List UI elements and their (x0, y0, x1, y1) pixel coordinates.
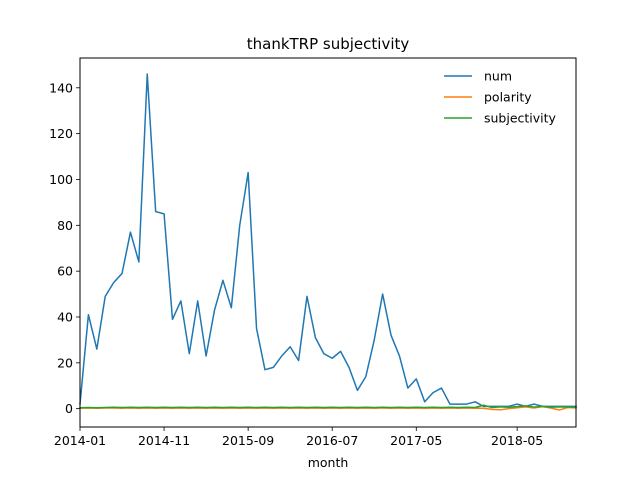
y-tick-label: 60 (57, 264, 73, 279)
legend-label-num: num (484, 69, 512, 84)
x-tick-label: 2014-01 (54, 433, 106, 448)
axes-frame (79, 57, 577, 428)
x-tick-label: 2014-11 (138, 433, 190, 448)
y-tick-label: 120 (49, 126, 73, 141)
y-tick-label: 40 (57, 309, 73, 324)
x-tick-label: 2017-05 (390, 433, 442, 448)
x-axis-title: month (308, 455, 349, 470)
chart-title: thankTRP subjectivity (247, 35, 410, 53)
x-tick-label: 2018-05 (491, 433, 543, 448)
legend-label-subjectivity: subjectivity (484, 111, 557, 126)
y-tick-label: 0 (65, 401, 73, 416)
y-tick-label: 100 (49, 172, 73, 187)
y-tick-label: 20 (57, 355, 73, 370)
x-tick-label: 2015-09 (222, 433, 274, 448)
x-tick-label: 2016-07 (306, 433, 358, 448)
series-line-num (79, 73, 577, 408)
legend-label-polarity: polarity (484, 90, 532, 105)
y-tick-label: 140 (49, 80, 73, 95)
y-axis: 0 20 40 60 80 100 120 140 (49, 80, 80, 416)
y-tick-label: 80 (57, 218, 73, 233)
plot-area (79, 73, 577, 411)
x-axis: 2014-01 2014-11 2015-09 2016-07 2017-05 2018-… (54, 427, 543, 448)
series-line-subjectivity (79, 404, 577, 409)
legend: num polarity subjectivity (444, 69, 557, 126)
